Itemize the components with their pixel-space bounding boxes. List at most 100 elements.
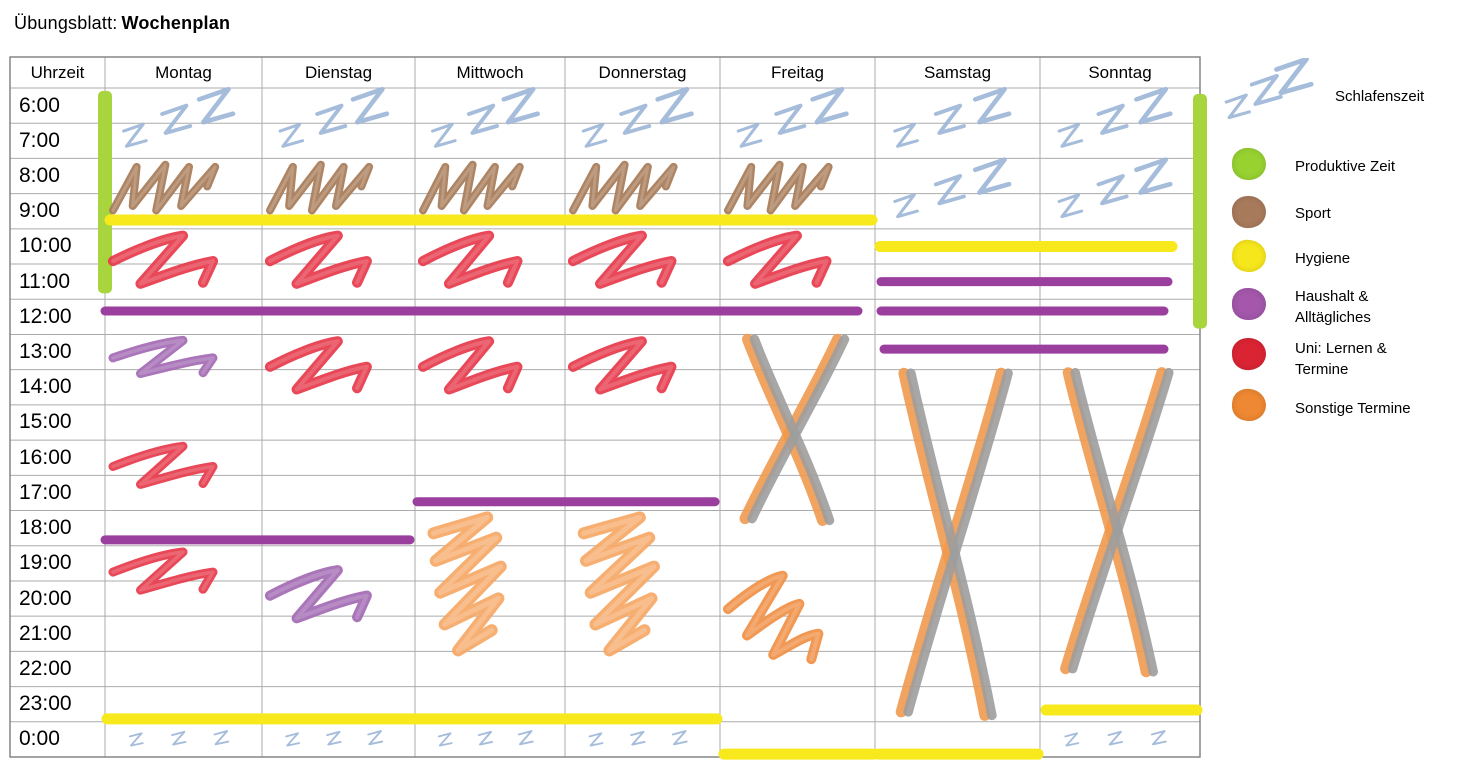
cell-freitag-21-00[interactable]	[720, 616, 875, 651]
cell-donnerstag-23-00[interactable]	[565, 687, 720, 722]
cell-dienstag-19-00[interactable]	[262, 546, 415, 581]
cell-dienstag-22-00[interactable]	[262, 651, 415, 686]
cell-freitag-13-00[interactable]	[720, 335, 875, 370]
cell-samstag-19-00[interactable]	[875, 546, 1040, 581]
cell-donnerstag-17-00[interactable]	[565, 475, 720, 510]
cell-mittwoch-23-00[interactable]	[415, 687, 565, 722]
cell-freitag-18-00[interactable]	[720, 511, 875, 546]
cell-mittwoch-13-00[interactable]	[415, 335, 565, 370]
cell-samstag-22-00[interactable]	[875, 651, 1040, 686]
cell-dienstag-17-00[interactable]	[262, 475, 415, 510]
cell-montag-6-00[interactable]	[105, 88, 262, 123]
cell-mittwoch-15-00[interactable]	[415, 405, 565, 440]
cell-montag-7-00[interactable]	[105, 123, 262, 158]
cell-dienstag-18-00[interactable]	[262, 511, 415, 546]
cell-donnerstag-6-00[interactable]	[565, 88, 720, 123]
cell-dienstag-20-00[interactable]	[262, 581, 415, 616]
cell-mittwoch-10-00[interactable]	[415, 229, 565, 264]
cell-mittwoch-18-00[interactable]	[415, 511, 565, 546]
cell-samstag-23-00[interactable]	[875, 687, 1040, 722]
cell-donnerstag-16-00[interactable]	[565, 440, 720, 475]
cell-donnerstag-22-00[interactable]	[565, 651, 720, 686]
cell-sonntag-7-00[interactable]	[1040, 123, 1200, 158]
cell-dienstag-14-00[interactable]	[262, 370, 415, 405]
cell-sonntag-20-00[interactable]	[1040, 581, 1200, 616]
cell-donnerstag-20-00[interactable]	[565, 581, 720, 616]
cell-freitag-0-00[interactable]	[720, 722, 875, 757]
cell-dienstag-0-00[interactable]	[262, 722, 415, 757]
cell-mittwoch-16-00[interactable]	[415, 440, 565, 475]
cell-samstag-20-00[interactable]	[875, 581, 1040, 616]
cell-mittwoch-8-00[interactable]	[415, 158, 565, 193]
cell-mittwoch-19-00[interactable]	[415, 546, 565, 581]
cell-samstag-8-00[interactable]	[875, 158, 1040, 193]
cell-mittwoch-17-00[interactable]	[415, 475, 565, 510]
cell-sonntag-21-00[interactable]	[1040, 616, 1200, 651]
cell-donnerstag-21-00[interactable]	[565, 616, 720, 651]
cell-montag-12-00[interactable]	[105, 299, 262, 334]
cell-donnerstag-10-00[interactable]	[565, 229, 720, 264]
cell-sonntag-13-00[interactable]	[1040, 335, 1200, 370]
cell-sonntag-12-00[interactable]	[1040, 299, 1200, 334]
cell-samstag-6-00[interactable]	[875, 88, 1040, 123]
cell-samstag-13-00[interactable]	[875, 335, 1040, 370]
cell-sonntag-0-00[interactable]	[1040, 722, 1200, 757]
cell-mittwoch-21-00[interactable]	[415, 616, 565, 651]
cell-sonntag-10-00[interactable]	[1040, 229, 1200, 264]
cell-montag-17-00[interactable]	[105, 475, 262, 510]
cell-dienstag-6-00[interactable]	[262, 88, 415, 123]
cell-donnerstag-7-00[interactable]	[565, 123, 720, 158]
cell-sonntag-9-00[interactable]	[1040, 194, 1200, 229]
cell-montag-8-00[interactable]	[105, 158, 262, 193]
cell-montag-19-00[interactable]	[105, 546, 262, 581]
cell-mittwoch-11-00[interactable]	[415, 264, 565, 299]
cell-sonntag-15-00[interactable]	[1040, 405, 1200, 440]
cell-samstag-11-00[interactable]	[875, 264, 1040, 299]
cell-sonntag-17-00[interactable]	[1040, 475, 1200, 510]
cell-freitag-17-00[interactable]	[720, 475, 875, 510]
cell-freitag-9-00[interactable]	[720, 194, 875, 229]
cell-donnerstag-15-00[interactable]	[565, 405, 720, 440]
cell-freitag-19-00[interactable]	[720, 546, 875, 581]
cell-dienstag-9-00[interactable]	[262, 194, 415, 229]
cell-donnerstag-13-00[interactable]	[565, 335, 720, 370]
cell-dienstag-7-00[interactable]	[262, 123, 415, 158]
cell-mittwoch-12-00[interactable]	[415, 299, 565, 334]
cell-sonntag-8-00[interactable]	[1040, 158, 1200, 193]
cell-montag-0-00[interactable]	[105, 722, 262, 757]
cell-dienstag-21-00[interactable]	[262, 616, 415, 651]
cell-freitag-7-00[interactable]	[720, 123, 875, 158]
cell-sonntag-18-00[interactable]	[1040, 511, 1200, 546]
cell-montag-20-00[interactable]	[105, 581, 262, 616]
cell-donnerstag-14-00[interactable]	[565, 370, 720, 405]
cell-mittwoch-7-00[interactable]	[415, 123, 565, 158]
cell-samstag-21-00[interactable]	[875, 616, 1040, 651]
cell-sonntag-6-00[interactable]	[1040, 88, 1200, 123]
cell-samstag-10-00[interactable]	[875, 229, 1040, 264]
cell-montag-14-00[interactable]	[105, 370, 262, 405]
cell-samstag-7-00[interactable]	[875, 123, 1040, 158]
cell-freitag-12-00[interactable]	[720, 299, 875, 334]
cell-sonntag-16-00[interactable]	[1040, 440, 1200, 475]
cell-mittwoch-22-00[interactable]	[415, 651, 565, 686]
cell-freitag-14-00[interactable]	[720, 370, 875, 405]
cell-sonntag-23-00[interactable]	[1040, 687, 1200, 722]
cell-donnerstag-11-00[interactable]	[565, 264, 720, 299]
cell-montag-16-00[interactable]	[105, 440, 262, 475]
cell-dienstag-16-00[interactable]	[262, 440, 415, 475]
cell-samstag-14-00[interactable]	[875, 370, 1040, 405]
cell-samstag-15-00[interactable]	[875, 405, 1040, 440]
cell-sonntag-14-00[interactable]	[1040, 370, 1200, 405]
cell-sonntag-22-00[interactable]	[1040, 651, 1200, 686]
cell-donnerstag-18-00[interactable]	[565, 511, 720, 546]
cell-donnerstag-19-00[interactable]	[565, 546, 720, 581]
cell-dienstag-13-00[interactable]	[262, 335, 415, 370]
cell-donnerstag-8-00[interactable]	[565, 158, 720, 193]
cell-montag-22-00[interactable]	[105, 651, 262, 686]
cell-mittwoch-9-00[interactable]	[415, 194, 565, 229]
cell-dienstag-11-00[interactable]	[262, 264, 415, 299]
cell-freitag-15-00[interactable]	[720, 405, 875, 440]
cell-freitag-6-00[interactable]	[720, 88, 875, 123]
cell-mittwoch-6-00[interactable]	[415, 88, 565, 123]
cell-montag-10-00[interactable]	[105, 229, 262, 264]
